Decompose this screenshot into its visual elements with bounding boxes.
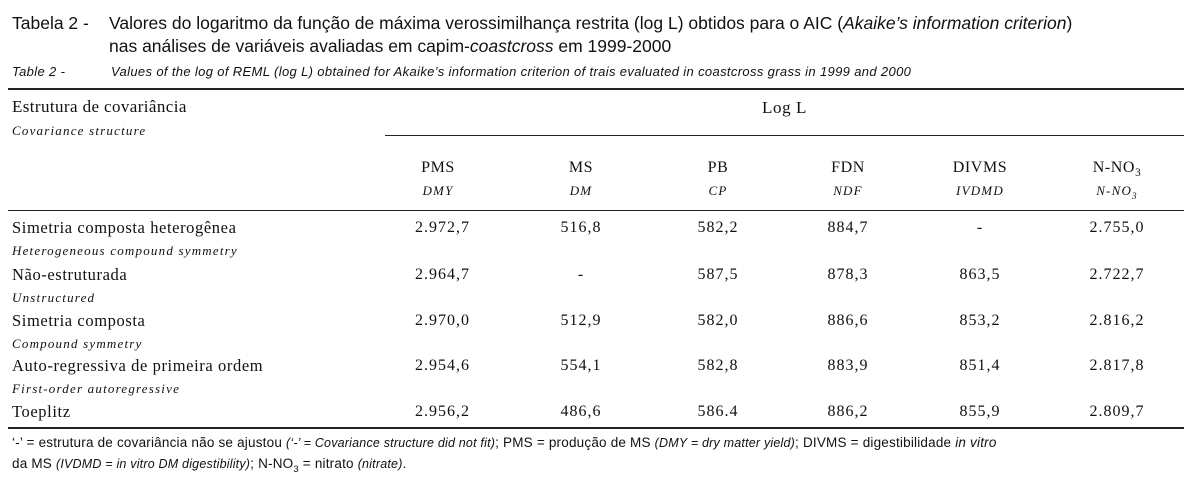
row-label: Simetria composta heterogênea	[12, 218, 237, 237]
column-header-text: N-NO	[1096, 183, 1133, 198]
footnote-text: ; N-NO	[250, 456, 294, 471]
table-cell: 2.755,0	[1089, 219, 1145, 236]
row-label: Toeplitz	[12, 402, 71, 421]
table-cell: 582,0	[697, 312, 739, 329]
column-header-nno3-en: N-NO3	[1047, 183, 1187, 201]
column-header-ndf: NDF	[833, 183, 863, 198]
column-header-dmy: DMY	[422, 183, 454, 198]
footnote-italic: (nitrate)	[357, 457, 403, 471]
footnote-text: = nitrato	[298, 456, 358, 471]
table-cell: 2.809,7	[1089, 403, 1145, 420]
caption-text: em 1999-2000	[553, 36, 672, 56]
caption-text: Valores do logaritmo da função de máxima…	[109, 13, 844, 33]
column-header-fdn: FDN	[831, 159, 865, 176]
table-cell: 587,5	[697, 266, 739, 283]
structure-header: Estrutura de covariância	[12, 97, 187, 116]
row-label-en: Compound symmetry	[12, 336, 143, 351]
subscript: 3	[1132, 191, 1138, 201]
row-label-en: Unstructured	[12, 290, 96, 305]
table-cell: 554,1	[560, 357, 602, 374]
subscript: 3	[293, 464, 299, 475]
row-label-en: Heterogeneous compound symmetry	[12, 243, 238, 258]
table-cell: 853,2	[959, 312, 1001, 329]
column-header-ms: MS	[568, 159, 594, 176]
caption-text: nas análises de variáveis avaliadas em c…	[109, 36, 470, 56]
table-cell: 486,6	[560, 403, 602, 420]
header-bottom-rule	[8, 210, 1184, 211]
table-cell: 2.956,2	[415, 403, 470, 420]
structure-header-en: Covariance structure	[12, 123, 147, 138]
table-caption-en: Table 2 - Values of the log of REML (log…	[12, 64, 911, 79]
caption-label-pt: Tabela 2 -	[12, 13, 89, 33]
table-cell: 2.970,0	[415, 312, 470, 329]
footnote-italic: in vitro	[955, 435, 997, 450]
footnote-text: ; DIVMS = digestibilidade	[795, 435, 956, 450]
table-bottom-rule	[8, 427, 1184, 429]
table-cell: 582,2	[697, 219, 739, 236]
table-cell: 582,8	[697, 357, 739, 374]
table-cell: 2.972,7	[415, 219, 470, 236]
table-cell: 2.954,6	[415, 357, 470, 374]
row-label-en: First-order autoregressive	[12, 381, 181, 396]
group-header-rule	[385, 135, 1184, 136]
caption-italic-term: coastcross	[469, 36, 554, 56]
caption-label-en: Table 2 -	[12, 64, 66, 79]
table-cell: 878,3	[827, 266, 869, 283]
table-cell: 886,2	[827, 403, 869, 420]
footnote-text: ; PMS = produção de MS	[495, 435, 655, 450]
table-cell: 883,9	[827, 357, 869, 374]
caption-text: )	[1066, 13, 1073, 33]
table-cell: 884,7	[827, 219, 869, 236]
column-header-dm: DM	[569, 183, 593, 198]
column-header-nno3: N-NO3	[1047, 159, 1187, 179]
column-header-text: N-NO	[1092, 159, 1136, 176]
table-cell: 2.722,7	[1089, 266, 1145, 283]
footnote-text: ‘-’ = estrutura de covariância não se aj…	[12, 435, 286, 450]
table-cell: 886,6	[827, 312, 869, 329]
column-header-pms: PMS	[421, 159, 455, 176]
subscript: 3	[1135, 167, 1142, 179]
footnote-italic: (‘-’ = Covariance structure did not fit)	[285, 436, 496, 450]
log-l-header: Log L	[762, 98, 808, 117]
caption-line-2: nas análises de variáveis avaliadas em c…	[109, 35, 671, 58]
row-label: Não-estruturada	[12, 265, 128, 284]
table-top-rule	[8, 88, 1184, 90]
footnote-text: da MS	[12, 456, 56, 471]
column-header-cp: CP	[708, 183, 728, 198]
table-cell: 2.816,2	[1089, 312, 1145, 329]
footnote-text: .	[402, 456, 407, 471]
column-header-divms: DIVMS	[952, 159, 1008, 176]
table-cell: 863,5	[959, 266, 1001, 283]
table-cell: -	[577, 266, 585, 283]
table-cell: 855,9	[959, 403, 1001, 420]
row-label: Simetria composta	[12, 311, 146, 330]
table-cell: 586.4	[697, 403, 739, 420]
row-label: Auto-regressiva de primeira ordem	[12, 356, 264, 375]
column-header-ivdmd: IVDMD	[956, 183, 1004, 198]
caption-line-1: Valores do logaritmo da função de máxima…	[109, 12, 1072, 35]
table-cell: 516,8	[560, 219, 602, 236]
table-cell: 2.964,7	[415, 266, 470, 283]
caption-italic-term: Akaike’s information criterion	[843, 13, 1067, 33]
caption-text-en: Values of the log of REML (log L) obtain…	[111, 64, 912, 79]
table-cell: 512,9	[560, 312, 602, 329]
column-header-pb: PB	[707, 159, 729, 176]
footnote-italic: (DMY = dry matter yield)	[654, 436, 796, 450]
table-cell: 851,4	[959, 357, 1001, 374]
footnote-line-1: ‘-’ = estrutura de covariância não se aj…	[12, 435, 997, 450]
table-cell: -	[976, 219, 984, 236]
footnote-line-2: da MS (IVDMD = in vitro DM digestibility…	[12, 456, 407, 474]
footnote-italic: (IVDMD = in vitro DM digestibility)	[55, 457, 251, 471]
table-cell: 2.817,8	[1089, 357, 1145, 374]
